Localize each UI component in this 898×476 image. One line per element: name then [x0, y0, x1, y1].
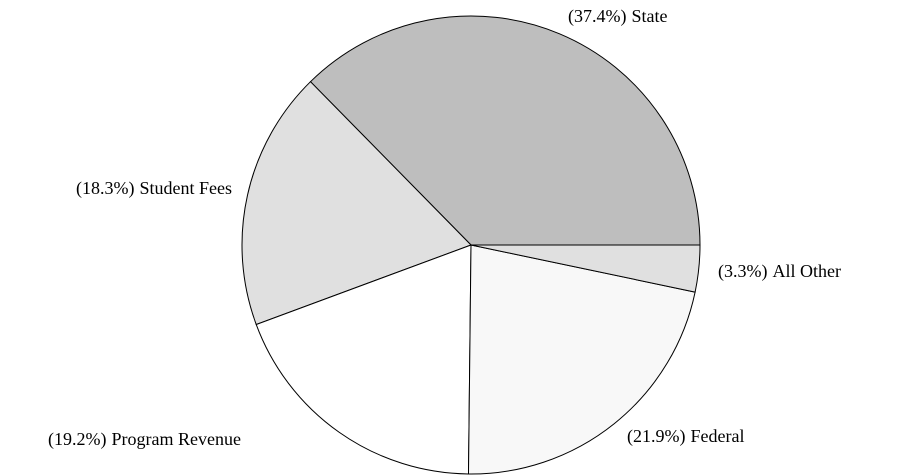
category-label: Federal [690, 426, 744, 446]
value-label: (3.3%) [718, 261, 767, 282]
slice-label: (21.9%) Federal [627, 426, 744, 447]
pie-slice [309, 15, 701, 246]
category-label: State [631, 6, 667, 26]
pie-slice [467, 244, 696, 475]
pie-slice [470, 244, 701, 293]
slice-label: (3.3%) All Other [718, 261, 841, 282]
category-label: Program Revenue [111, 429, 240, 449]
category-label: All Other [772, 261, 840, 281]
value-label: (37.4%) [568, 6, 626, 27]
value-label: (18.3%) [76, 178, 134, 199]
value-label: (19.2%) [48, 429, 106, 450]
pie-slice [241, 80, 472, 326]
value-label: (21.9%) [627, 426, 685, 447]
category-label: Student Fees [140, 178, 233, 198]
pie-slice [255, 244, 472, 475]
slice-label: (37.4%) State [568, 6, 667, 27]
slice-label: (19.2%) Program Revenue [48, 429, 241, 450]
slice-label: (18.3%) Student Fees [76, 178, 232, 199]
